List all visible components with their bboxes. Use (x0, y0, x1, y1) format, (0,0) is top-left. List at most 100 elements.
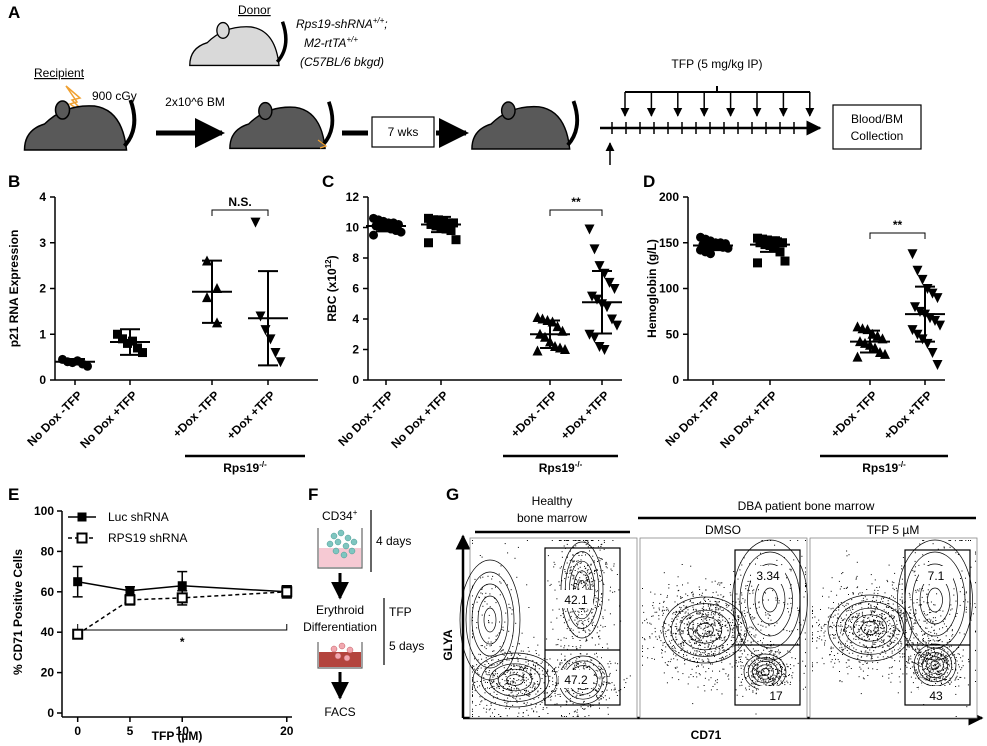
event-dot (582, 692, 583, 693)
event-dot (787, 608, 788, 609)
event-dot (859, 625, 860, 626)
event-dot (691, 616, 692, 617)
event-dot (494, 709, 495, 710)
event-dot (472, 633, 473, 634)
event-dot (950, 678, 951, 679)
event-dot (708, 646, 709, 647)
event-dot (846, 615, 847, 616)
event-dot (791, 657, 792, 658)
event-dot (935, 605, 936, 606)
event-dot (878, 630, 879, 631)
event-dot (723, 610, 724, 611)
event-dot (543, 674, 544, 675)
event-dot (880, 633, 881, 634)
event-dot (764, 671, 765, 672)
event-dot (867, 618, 868, 619)
y-axis-label: % CD71 Positive Cells (11, 549, 25, 675)
event-dot (595, 690, 596, 691)
event-dot (857, 632, 858, 633)
event-dot (680, 596, 681, 597)
event-dot (925, 660, 926, 661)
event-dot (841, 644, 842, 645)
event-dot (726, 607, 727, 608)
event-dot (756, 650, 757, 651)
event-dot (701, 595, 702, 596)
event-dot (589, 630, 590, 631)
event-dot (842, 605, 843, 606)
event-dot (913, 644, 914, 645)
event-dot (909, 658, 910, 659)
event-dot (617, 574, 618, 575)
event-dot (676, 639, 677, 640)
event-dot (918, 565, 919, 566)
event-dot (737, 626, 738, 627)
event-dot (802, 661, 803, 662)
event-dot (720, 609, 721, 610)
event-dot (862, 621, 863, 622)
event-dot (749, 593, 750, 594)
event-dot (492, 622, 493, 623)
event-dot (662, 657, 663, 658)
panel-label: E (8, 485, 19, 504)
event-dot (572, 646, 573, 647)
event-dot (696, 672, 697, 673)
event-dot (585, 540, 586, 541)
event-dot (510, 608, 511, 609)
event-dot (593, 622, 594, 623)
event-dot (928, 673, 929, 674)
event-dot (733, 637, 734, 638)
event-dot (721, 582, 722, 583)
event-dot (567, 540, 568, 541)
event-dot (778, 669, 779, 670)
text: CD34 (322, 509, 353, 523)
event-dot (612, 570, 613, 571)
event-dot (721, 637, 722, 638)
event-dot (864, 645, 865, 646)
event-dot (790, 664, 791, 665)
event-dot (899, 661, 900, 662)
event-dot (551, 696, 552, 697)
event-dot (591, 584, 592, 585)
event-dot (558, 694, 559, 695)
panel-label: B (8, 172, 20, 191)
event-dot (833, 638, 834, 639)
event-dot (499, 688, 500, 689)
x-tick-label: No Dox +TFP (77, 388, 140, 451)
event-dot (527, 654, 528, 655)
event-dot (715, 625, 716, 626)
event-dot (564, 622, 565, 623)
event-dot (865, 661, 866, 662)
event-dot (547, 693, 548, 694)
event-dot (934, 676, 935, 677)
event-dot (624, 687, 625, 688)
event-dot (862, 612, 863, 613)
event-dot (906, 632, 907, 633)
event-dot (888, 607, 889, 608)
event-dot (571, 570, 572, 571)
event-dot (597, 632, 598, 633)
event-dot (872, 616, 873, 617)
event-dot (842, 681, 843, 682)
event-dot (690, 674, 691, 675)
event-dot (872, 600, 873, 601)
event-dot (614, 685, 615, 686)
event-dot (586, 544, 587, 545)
event-dot (472, 716, 473, 717)
event-dot (898, 643, 899, 644)
event-dot (615, 689, 616, 690)
event-dot (769, 653, 770, 654)
event-dot (949, 540, 950, 541)
event-dot (852, 619, 853, 620)
event-dot (940, 655, 941, 656)
event-dot (753, 677, 754, 678)
significance-label: ** (893, 218, 903, 232)
condition-title: DMSO (705, 523, 741, 537)
event-dot (507, 715, 508, 716)
event-dot (688, 683, 689, 684)
event-dot (863, 621, 864, 622)
event-dot (812, 610, 813, 611)
event-dot (937, 655, 938, 656)
event-dot (833, 602, 834, 603)
y-tick-label: 1 (39, 327, 46, 341)
event-dot (908, 660, 909, 661)
